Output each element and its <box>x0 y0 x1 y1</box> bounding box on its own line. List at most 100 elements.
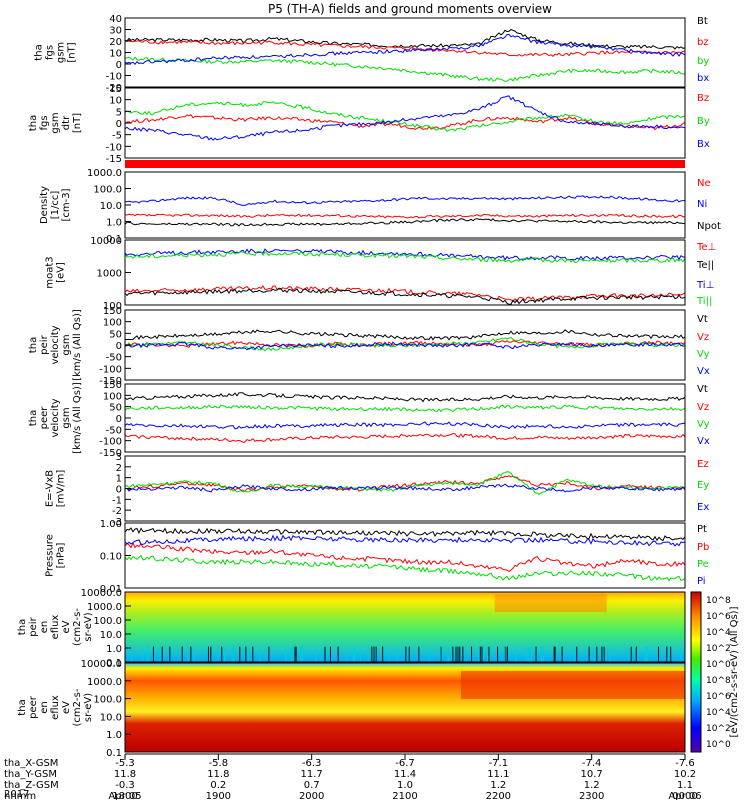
series-line-Ni <box>124 195 686 206</box>
series-line-Ey <box>124 471 686 496</box>
panel-10: 10000.0 1000.0 100.0 10.0 1.0 0.1 tha peer en efl… <box>17 659 686 759</box>
y-axis-label: sr-eV) <box>83 612 94 641</box>
y-tick-label: 1.0 <box>106 644 122 655</box>
legend-Te⊥: Te⊥ <box>696 242 716 253</box>
y-tick-label: -100 <box>99 364 122 375</box>
series-line-Npot <box>124 218 686 227</box>
panel-4: Te⊥ Te|| Ti⊥ Ti|| 10000 1000 100 moat3 [eV] <box>45 236 717 312</box>
y-tick-label: 0 <box>116 485 122 496</box>
y-tick-label: 1000.0 <box>87 677 122 688</box>
colorbar-tick-label: 10^4 <box>706 628 731 638</box>
legend-Ey: Ey <box>697 480 709 491</box>
legend-Vt: Vt <box>697 314 708 325</box>
y-axis-label: peer <box>28 695 39 719</box>
y-axis-label: eV <box>61 701 72 714</box>
panel-8: Pt Pb Pe Pi 1.00 0.10 0.01 Pressure [nPa] <box>45 519 710 595</box>
legend-Ti⊥: Ti⊥ <box>696 280 714 291</box>
panel-9: 10000.0 1000.0 100.0 10.0 1.0 0.1 tha peir en efl… <box>17 588 686 669</box>
y-tick-label: 0.1 <box>106 658 122 669</box>
y-tick-label: 40 <box>109 14 122 25</box>
legend-Ex: Ex <box>697 502 709 513</box>
y-axis-label: eV <box>61 620 72 633</box>
y-tick-label: 50 <box>109 329 122 340</box>
colorbar-tick-label: 10^2 <box>706 644 731 654</box>
footer-value-z: 1.0 <box>397 780 413 791</box>
series-line-Vx <box>125 341 686 351</box>
footer-value-time: 2200 <box>486 791 511 800</box>
y-axis-label: [nT] <box>72 113 83 133</box>
footer-value-x: -7.4 <box>582 758 602 769</box>
y-tick-label: 0.01 <box>100 584 122 595</box>
colorbar-tick-label: 10^8 <box>706 596 731 606</box>
colorbar-tick-label: 10^6 <box>706 692 731 702</box>
series-line-Bz <box>124 114 686 131</box>
y-tick-label: 1000 <box>97 269 122 280</box>
y-axis-label: Pressure <box>45 534 56 577</box>
y-tick-label: -100 <box>99 437 122 448</box>
footer-value-y: 11.8 <box>207 769 229 780</box>
y-tick-label: 10.0 <box>100 712 122 723</box>
series-line-Vt <box>124 392 686 403</box>
footer-value-x: -5.8 <box>209 758 229 769</box>
y-axis-label: fgs <box>39 115 50 130</box>
footer-value-z: -0.3 <box>115 780 135 791</box>
spectrogram-hotspot <box>494 594 607 612</box>
y-axis-label: tha <box>34 44 45 60</box>
series-line-Vz <box>124 340 686 348</box>
legend-Pb: Pb <box>697 542 709 553</box>
y-tick-label: -15 <box>106 154 122 165</box>
footer-value-x: -7.1 <box>489 758 509 769</box>
legend-Pt: Pt <box>697 524 707 535</box>
panel-frame <box>124 383 686 453</box>
footer-row-label: 2017 <box>4 789 29 800</box>
y-tick-label: 0 <box>116 119 122 130</box>
legend-Pi: Pi <box>697 576 706 587</box>
y-tick-label: -3 <box>112 517 122 528</box>
y-tick-label: -1 <box>112 495 122 506</box>
y-tick-label: -50 <box>106 425 122 436</box>
footer-row-label: tha_Z-GSM <box>4 780 59 791</box>
y-tick-label: -50 <box>106 353 122 364</box>
legend-Ne: Ne <box>697 178 711 189</box>
y-axis-label: moat3 <box>45 256 56 288</box>
y-axis-label: peer <box>39 406 50 430</box>
y-tick-label: 0 <box>116 341 122 352</box>
footer-value-z: 1.2 <box>584 780 600 791</box>
y-tick-label: -2 <box>112 506 122 517</box>
y-tick-label: 3 <box>116 452 122 463</box>
legend-bx: bx <box>697 73 709 84</box>
y-axis-label: en <box>39 621 50 634</box>
series-line-Pi <box>124 534 686 547</box>
y-axis-label: dtr <box>61 115 72 130</box>
footer-value-time: 1900 <box>206 791 231 800</box>
series-line-Vz <box>124 432 686 443</box>
series-line-Ti⊥ <box>124 248 685 261</box>
legend-Vz: Vz <box>697 402 709 413</box>
y-tick-label: 10000.0 <box>81 588 122 599</box>
y-axis-label: [mV/m] <box>56 470 67 508</box>
footer-value-x: -5.3 <box>115 758 135 769</box>
y-tick-label: 100 <box>103 391 122 402</box>
footer-value-z: 1.2 <box>490 780 506 791</box>
series-line-Bt <box>124 28 686 50</box>
legend-Vy: Vy <box>697 349 710 360</box>
y-axis-label: [cm-3] <box>61 188 72 221</box>
footer-row-label: hhmm <box>4 791 36 800</box>
y-axis-label: eflux <box>50 695 61 720</box>
y-tick-label: 100.0 <box>93 185 122 196</box>
y-tick-label: 100.0 <box>93 616 122 627</box>
panel-frame <box>124 591 686 663</box>
y-axis-label: peir <box>28 616 39 636</box>
y-tick-label: 30 <box>109 26 122 37</box>
legend-by: by <box>697 56 709 67</box>
series-line-by <box>124 56 686 82</box>
y-tick-label: -5 <box>112 131 122 142</box>
y-tick-label: 10000.0 <box>81 659 122 670</box>
series-line-Vy <box>124 404 686 413</box>
y-axis-label: [km/s (All Qs)] <box>72 382 83 454</box>
legend-Ez: Ez <box>697 459 709 470</box>
series-line-Ex <box>124 483 686 493</box>
y-axis-label: tha <box>28 410 39 426</box>
